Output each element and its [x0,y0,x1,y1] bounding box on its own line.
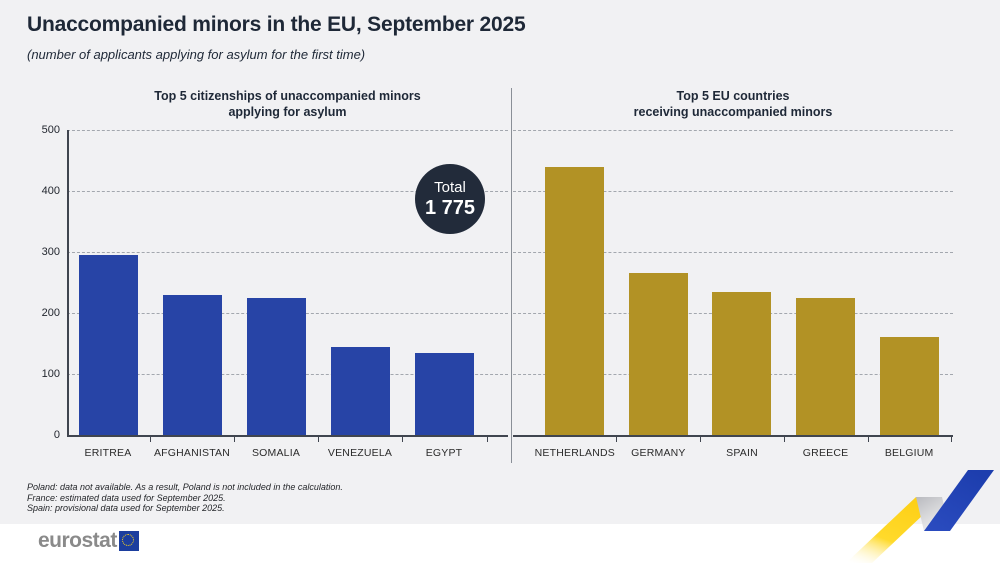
category-label: ERITREA [84,447,132,459]
y-axis-label: 200 [41,307,60,319]
zigzag-ribbon-decoration [846,470,994,563]
category-label: GREECE [802,447,849,459]
category-label: AFGHANISTAN [153,447,231,459]
y-axis-label: 500 [41,124,60,136]
footnotes: Poland: data not available. As a result,… [27,482,343,514]
right-bar-chart: NETHERLANDS GERMANY SPAIN GREECE BELGIUM [533,130,951,459]
axis-tick [951,437,952,442]
bar-group: NETHERLANDS [535,130,615,459]
gridline [67,191,508,192]
category-label: EGYPT [425,447,463,459]
bar-venezuela [330,346,390,435]
y-axis-label: 400 [41,185,60,197]
axis-tick [318,437,319,442]
category-label: GERMANY [631,447,686,459]
gridline [67,252,508,253]
page-subtitle: (number of applicants applying for asylu… [27,47,366,62]
axis-tick [616,437,617,442]
gridline [67,130,508,131]
total-label: Total [434,178,466,196]
footnote-spain: Spain: provisional data used for Septemb… [27,503,225,513]
axis-tick [868,437,869,442]
axis-tick [784,437,785,442]
bar-group: ERITREA [78,130,138,459]
bar-group: EGYPT [414,130,474,459]
bar-group: AFGHANISTAN [154,130,230,459]
bar-group: VENEZUELA [328,130,392,459]
bar-group: SPAIN [712,130,772,459]
y-axis-label: 100 [41,368,60,380]
axis-tick [700,437,701,442]
bar-somalia [246,297,306,435]
axis-tick [487,437,488,442]
page-title: Unaccompanied minors in the EU, Septembe… [27,13,526,36]
x-axis-line-left [67,435,508,437]
category-label: BELGIUM [884,447,934,459]
bar-germany [628,273,688,435]
bar-group: GREECE [796,130,856,459]
panel-divider [511,88,512,463]
bar-eritrea [78,255,138,435]
bar-egypt [414,352,474,435]
bar-netherlands [545,166,605,435]
total-value: 1 775 [424,196,476,219]
category-label: SOMALIA [251,447,301,459]
y-axis-label: 300 [41,246,60,258]
eurostat-logo: eurostat [38,529,139,553]
bar-spain [712,291,772,435]
total-badge: Total 1 775 [415,164,485,234]
y-axis-line [67,130,69,435]
left-bar-chart: ERITREA AFGHANISTAN SOMALIA VENEZUELA EG… [66,130,486,459]
category-label: SPAIN [726,447,758,459]
right-chart-title: Top 5 EU countries receiving unaccompani… [633,89,833,120]
footnote-poland: Poland: data not available. As a result,… [27,482,343,492]
footnote-france: France: estimated data used for Septembe… [27,492,226,503]
bar-belgium [879,337,939,435]
gridline [513,252,953,253]
bar-afghanistan [162,294,222,435]
eu-flag-icon [118,531,139,551]
left-chart-title: Top 5 citizenships of unaccompanied mino… [154,89,421,120]
axis-tick [150,437,151,442]
axis-tick [402,437,403,442]
y-axis-label: 0 [53,429,60,441]
bar-greece [796,297,856,435]
category-label: NETHERLANDS [534,447,615,459]
bar-group: SOMALIA [246,130,306,459]
axis-tick [234,437,235,442]
bar-group: BELGIUM [879,130,939,459]
gridline [513,191,953,192]
eurostat-logo-text: eurostat [38,529,117,552]
category-label: VENEZUELA [327,447,393,459]
bar-group: GERMANY [628,130,688,459]
gridline [513,130,953,131]
x-axis-line-right [513,435,953,437]
footer-bar [0,524,1000,563]
